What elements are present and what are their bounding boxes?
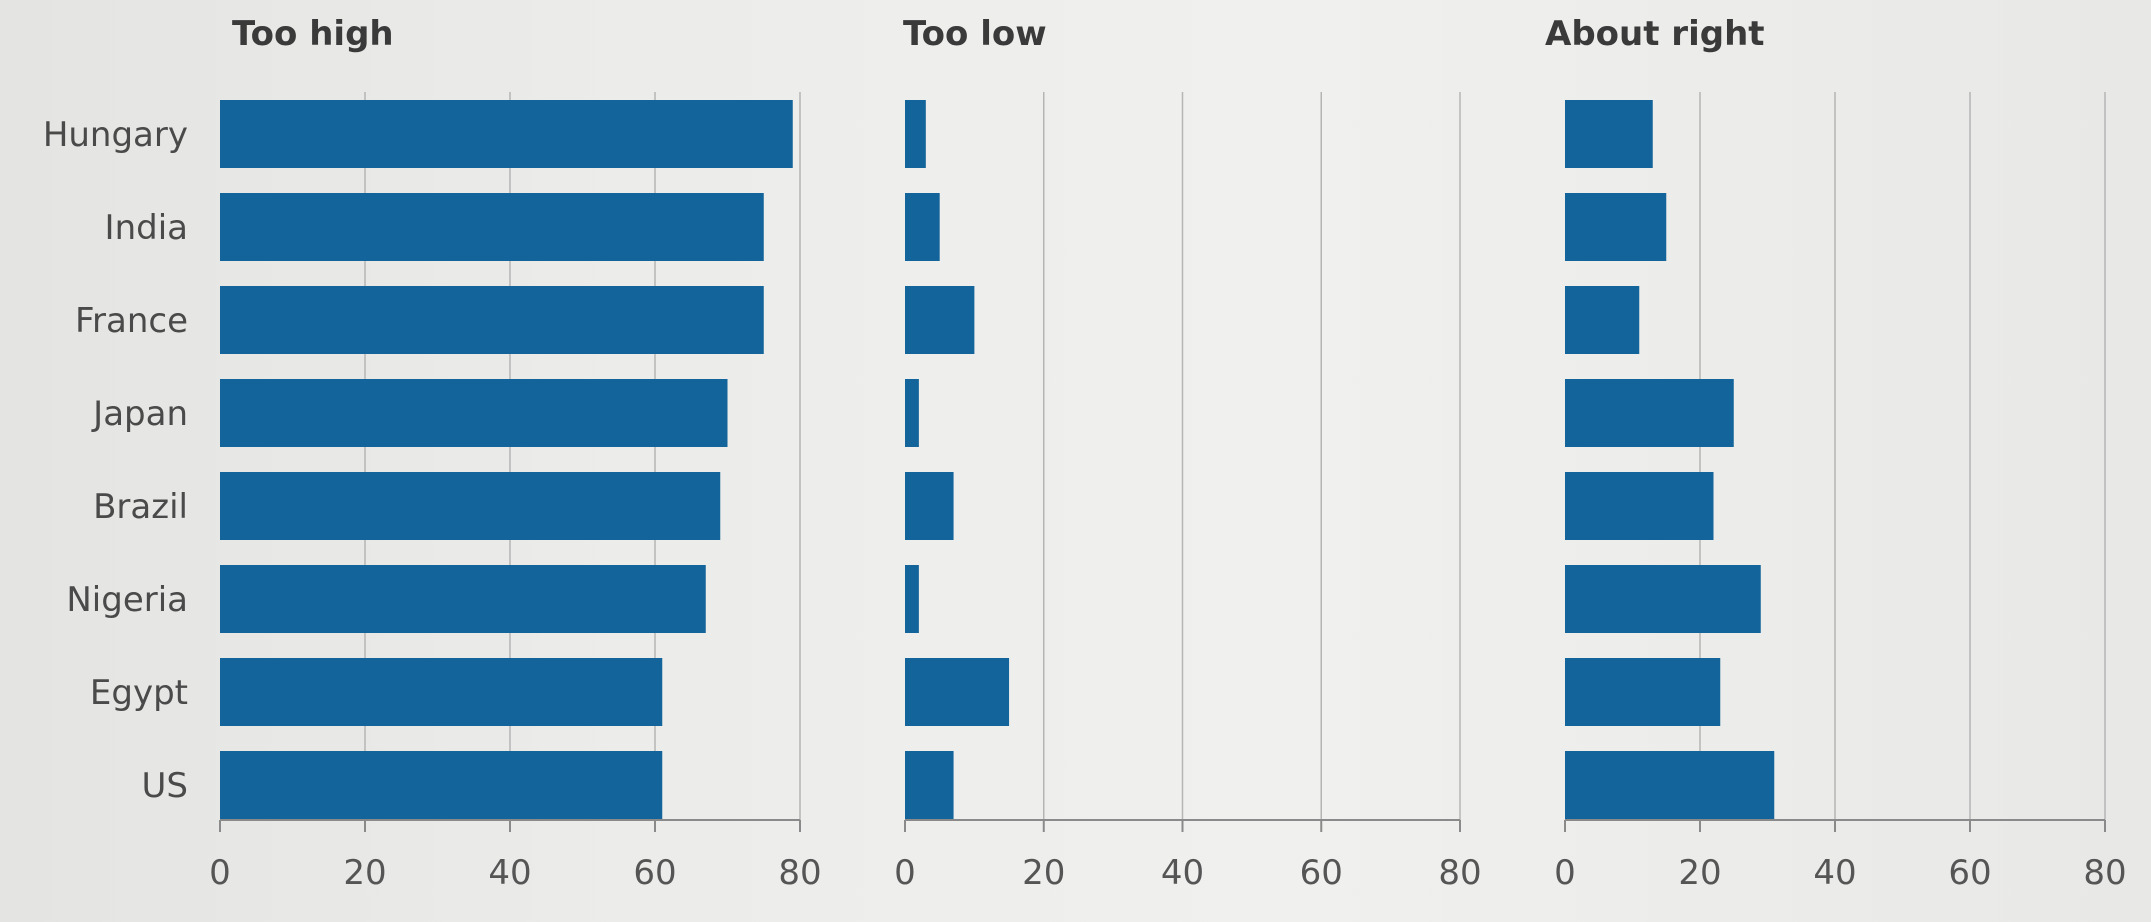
bar-about-right-brazil	[1565, 472, 1714, 540]
tick-label-too-high-40: 40	[488, 853, 531, 893]
tick-label-about-right-80: 80	[2083, 853, 2126, 893]
bar-too-low-hungary	[905, 100, 926, 168]
bar-too-high-india	[220, 193, 764, 261]
bar-too-high-hungary	[220, 100, 793, 168]
category-label-us: US	[142, 766, 188, 806]
tick-label-too-low-0: 0	[894, 853, 916, 893]
bar-about-right-france	[1565, 286, 1640, 354]
tick-label-too-low-40: 40	[1161, 853, 1204, 893]
bar-about-right-hungary	[1565, 100, 1653, 168]
bar-too-high-nigeria	[220, 565, 706, 633]
bar-too-low-nigeria	[905, 565, 919, 633]
category-label-france: France	[75, 301, 188, 341]
bar-about-right-india	[1565, 193, 1667, 261]
category-label-hungary: Hungary	[43, 115, 188, 155]
category-label-egypt: Egypt	[90, 673, 188, 713]
category-label-brazil: Brazil	[93, 487, 188, 527]
panel-title-too-low: Too low	[903, 14, 1047, 54]
bar-too-low-japan	[905, 379, 919, 447]
tick-label-too-high-60: 60	[633, 853, 676, 893]
bar-about-right-japan	[1565, 379, 1734, 447]
bar-too-high-brazil	[220, 472, 721, 540]
tick-label-about-right-20: 20	[1678, 853, 1721, 893]
tick-label-too-high-0: 0	[209, 853, 231, 893]
tick-label-too-high-80: 80	[778, 853, 821, 893]
category-label-nigeria: Nigeria	[66, 580, 188, 620]
category-label-india: India	[105, 208, 188, 248]
bar-too-high-japan	[220, 379, 728, 447]
bar-too-low-india	[905, 193, 940, 261]
bar-too-low-us	[905, 751, 954, 819]
bar-too-low-brazil	[905, 472, 954, 540]
tick-label-too-low-20: 20	[1022, 853, 1065, 893]
panel-title-too-high: Too high	[232, 14, 394, 54]
bar-too-high-egypt	[220, 658, 663, 726]
tick-label-about-right-40: 40	[1813, 853, 1856, 893]
tick-label-too-low-60: 60	[1300, 853, 1343, 893]
bar-about-right-nigeria	[1565, 565, 1761, 633]
bar-too-low-egypt	[905, 658, 1010, 726]
panel-title-about-right: About right	[1545, 14, 1765, 54]
category-label-japan: Japan	[91, 394, 188, 434]
tick-label-about-right-0: 0	[1554, 853, 1576, 893]
tick-label-too-high-20: 20	[343, 853, 386, 893]
tick-label-about-right-60: 60	[1948, 853, 1991, 893]
bar-too-high-us	[220, 751, 663, 819]
bar-about-right-us	[1565, 751, 1775, 819]
bar-too-low-france	[905, 286, 975, 354]
bar-about-right-egypt	[1565, 658, 1721, 726]
bar-too-high-france	[220, 286, 764, 354]
tick-label-too-low-80: 80	[1438, 853, 1481, 893]
